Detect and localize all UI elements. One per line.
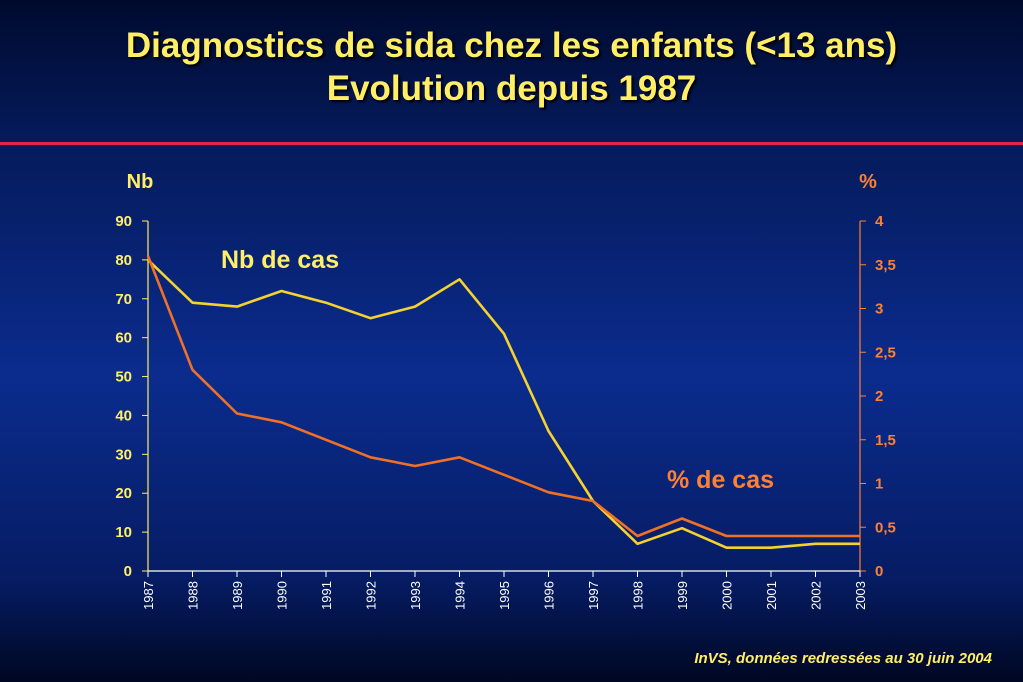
- y-right-ticks: 0 0,5 1 1,5 2 2,5 3 3,5 4: [860, 213, 896, 580]
- y-right-tick-label: 1: [875, 476, 883, 493]
- source-note: InVS, données redressées au 30 juin 2004: [694, 650, 992, 667]
- x-tick-label: 1996: [542, 581, 557, 610]
- series-lines: [146, 255, 860, 550]
- y-left-ticks: 0 10 20 30 40 50 60 70 80 90: [115, 213, 148, 580]
- series-label-nb: Nb de cas: [221, 246, 339, 274]
- x-tick-label: 1997: [586, 581, 601, 610]
- y-right-tick-label: 3: [875, 301, 883, 318]
- series-line-pct: [146, 255, 860, 538]
- x-tick-label: 2002: [809, 581, 824, 610]
- x-tick-label: 1998: [631, 581, 646, 610]
- title-divider: [0, 142, 1023, 145]
- x-tick-label: 1988: [186, 581, 201, 610]
- y-right-tick-label: 2,5: [875, 344, 896, 361]
- series-label-pct: % de cas: [667, 466, 774, 494]
- x-tick-label: 1990: [275, 581, 290, 610]
- y-left-tick-label: 70: [115, 291, 132, 308]
- y-right-tick-label: 1,5: [875, 432, 896, 449]
- y-right-tick-label: 4: [875, 213, 884, 230]
- x-tick-label: 1993: [408, 581, 423, 610]
- x-tick-label: 1994: [453, 581, 468, 610]
- y-left-tick-label: 50: [115, 369, 132, 386]
- x-tick-label: 1987: [141, 581, 156, 610]
- x-tick-label: 1991: [319, 581, 334, 610]
- title-line-1: Diagnostics de sida chez les enfants (<1…: [125, 26, 898, 65]
- x-tick-label: 1992: [364, 581, 379, 610]
- y-right-tick-label: 2: [875, 388, 883, 405]
- y-left-tick-label: 0: [124, 563, 132, 580]
- chart-title: Diagnostics de sida chez les enfants (<1…: [0, 24, 1023, 110]
- x-tick-label: 1995: [497, 581, 512, 610]
- y-right-tick-label: 0: [875, 563, 883, 580]
- x-tick-label: 1999: [675, 581, 690, 610]
- y-left-tick-label: 60: [115, 330, 132, 347]
- y-left-tick-label: 20: [115, 485, 132, 502]
- y-left-tick-label: 80: [115, 252, 132, 269]
- y-left-tick-label: 40: [115, 407, 132, 424]
- y-right-tick-label: 3,5: [875, 257, 896, 274]
- x-tick-label: 2001: [764, 581, 779, 610]
- x-ticks: 1987 1988 1989 1990 1991 1992 1993 1994 1995 1996…: [141, 571, 868, 610]
- x-tick-label: 1989: [230, 581, 245, 610]
- y-left-axis-title: Nb: [127, 171, 154, 193]
- y-right-axis-title: %: [859, 171, 877, 193]
- y-left-tick-label: 90: [115, 213, 132, 230]
- title-line-2: Evolution depuis 1987: [326, 69, 697, 108]
- y-left-tick-label: 10: [115, 524, 132, 541]
- y-right-tick-label: 0,5: [875, 519, 896, 536]
- series-line-nb: [147, 258, 860, 550]
- y-left-tick-label: 30: [115, 446, 132, 463]
- x-tick-label: 2000: [720, 581, 735, 610]
- x-tick-label: 2003: [853, 581, 868, 610]
